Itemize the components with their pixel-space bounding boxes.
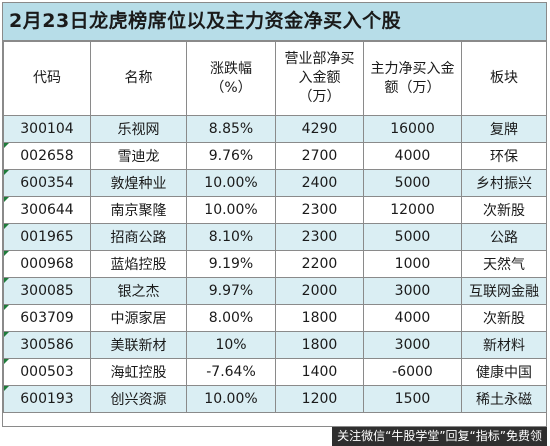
table-row: 300586 美联新材 10% 1800 3000 新材料 (3, 331, 547, 359)
cell-name: 蓝焰控股 (90, 250, 187, 278)
cell-code: 000968 (3, 250, 91, 278)
cell-dept-net-buy: 2200 (275, 250, 364, 278)
cell-main-net-buy: 12000 (363, 196, 462, 224)
cell-code: 300104 (3, 115, 91, 143)
cell-dept-net-buy: 4290 (275, 115, 364, 143)
cell-code: 001965 (3, 223, 91, 251)
cell-sector: 环保 (461, 142, 547, 170)
cell-main-net-buy: 16000 (363, 115, 462, 143)
cell-dept-net-buy: 1400 (275, 358, 364, 386)
cell-name: 乐视网 (90, 115, 187, 143)
table-row: 603709 中源家居 8.00% 1800 4000 次新股 (3, 304, 547, 332)
table-header-row: 代码 名称 涨跌幅 （%） 营业部净买 入金额 （万） 主力净买入金 额（万） 板块 (3, 41, 547, 116)
cell-main-net-buy: 5000 (363, 169, 462, 197)
table-row: 000503 海虹控股 -7.64% 1400 -6000 健康中国 (3, 358, 547, 386)
cell-code: 002658 (3, 142, 91, 170)
cell-change: -7.64% (186, 358, 276, 386)
table-row: 000968 蓝焰控股 9.19% 2200 1000 天然气 (3, 250, 547, 278)
header-sector: 板块 (461, 41, 547, 116)
cell-change: 9.19% (186, 250, 276, 278)
cell-dept-net-buy: 2400 (275, 169, 364, 197)
cell-change: 9.97% (186, 277, 276, 305)
cell-change: 10% (186, 331, 276, 359)
header-dept-net-buy: 营业部净买 入金额 （万） (275, 41, 364, 116)
header-change: 涨跌幅 （%） (186, 41, 276, 116)
cell-sector: 天然气 (461, 250, 547, 278)
cell-name: 创兴资源 (90, 385, 187, 413)
cell-main-net-buy: 3000 (363, 331, 462, 359)
cell-dept-net-buy: 2700 (275, 142, 364, 170)
cell-name: 南京聚隆 (90, 196, 187, 224)
cell-main-net-buy: 3000 (363, 277, 462, 305)
cell-dept-net-buy: 2300 (275, 223, 364, 251)
table-row: 600354 敦煌种业 10.00% 2400 5000 乡村振兴 (3, 169, 547, 197)
cell-code: 300586 (3, 331, 91, 359)
cell-main-net-buy: 5000 (363, 223, 462, 251)
wechat-promo-banner: 关注微信“牛股学堂”回复“指标”免费领 (332, 427, 547, 446)
cell-main-net-buy: -6000 (363, 358, 462, 386)
cell-code: 000503 (3, 358, 91, 386)
cell-dept-net-buy: 1800 (275, 331, 364, 359)
cell-name: 美联新材 (90, 331, 187, 359)
cell-code: 600354 (3, 169, 91, 197)
cell-sector: 稀土永磁 (461, 385, 547, 413)
cell-sector: 次新股 (461, 196, 547, 224)
cell-name: 敦煌种业 (90, 169, 187, 197)
cell-code: 603709 (3, 304, 91, 332)
cell-main-net-buy: 1500 (363, 385, 462, 413)
cell-sector: 互联网金融 (461, 277, 547, 305)
cell-change: 10.00% (186, 196, 276, 224)
cell-main-net-buy: 1000 (363, 250, 462, 278)
header-code: 代码 (3, 41, 91, 116)
table-row: 600193 创兴资源 10.00% 1200 1500 稀土永磁 (3, 385, 547, 413)
cell-main-net-buy: 4000 (363, 304, 462, 332)
cell-dept-net-buy: 2000 (275, 277, 364, 305)
cell-code: 600193 (3, 385, 91, 413)
cell-sector: 次新股 (461, 304, 547, 332)
table-row: 002658 雪迪龙 9.76% 2700 4000 环保 (3, 142, 547, 170)
cell-change: 8.85% (186, 115, 276, 143)
table-row: 300644 南京聚隆 10.00% 2300 12000 次新股 (3, 196, 547, 224)
cell-name: 雪迪龙 (90, 142, 187, 170)
cell-name: 招商公路 (90, 223, 187, 251)
cell-dept-net-buy: 1200 (275, 385, 364, 413)
cell-dept-net-buy: 2300 (275, 196, 364, 224)
header-name: 名称 (90, 41, 187, 116)
stock-table: 代码 名称 涨跌幅 （%） 营业部净买 入金额 （万） 主力净买入金 额（万） 板块 3… (3, 41, 547, 413)
cell-change: 10.00% (186, 385, 276, 413)
cell-name: 中源家居 (90, 304, 187, 332)
cell-change: 10.00% (186, 169, 276, 197)
table-row: 300104 乐视网 8.85% 4290 16000 复牌 (3, 115, 547, 143)
cell-main-net-buy: 4000 (363, 142, 462, 170)
cell-dept-net-buy: 1800 (275, 304, 364, 332)
header-main-net-buy: 主力净买入金 额（万） (363, 41, 462, 116)
cell-name: 海虹控股 (90, 358, 187, 386)
cell-sector: 新材料 (461, 331, 547, 359)
table-row: 300085 银之杰 9.97% 2000 3000 互联网金融 (3, 277, 547, 305)
cell-code: 300644 (3, 196, 91, 224)
cell-sector: 健康中国 (461, 358, 547, 386)
cell-name: 银之杰 (90, 277, 187, 305)
cell-sector: 公路 (461, 223, 547, 251)
cell-code: 300085 (3, 277, 91, 305)
cell-sector: 乡村振兴 (461, 169, 547, 197)
table-title: 2月23日龙虎榜席位以及主力资金净买入个股 (3, 3, 546, 41)
cell-change: 8.10% (186, 223, 276, 251)
cell-change: 9.76% (186, 142, 276, 170)
table-row: 001965 招商公路 8.10% 2300 5000 公路 (3, 223, 547, 251)
cell-change: 8.00% (186, 304, 276, 332)
cell-sector: 复牌 (461, 115, 547, 143)
stock-table-panel: 2月23日龙虎榜席位以及主力资金净买入个股 代码 名称 涨跌幅 （%） 营业部净买… (2, 2, 547, 427)
